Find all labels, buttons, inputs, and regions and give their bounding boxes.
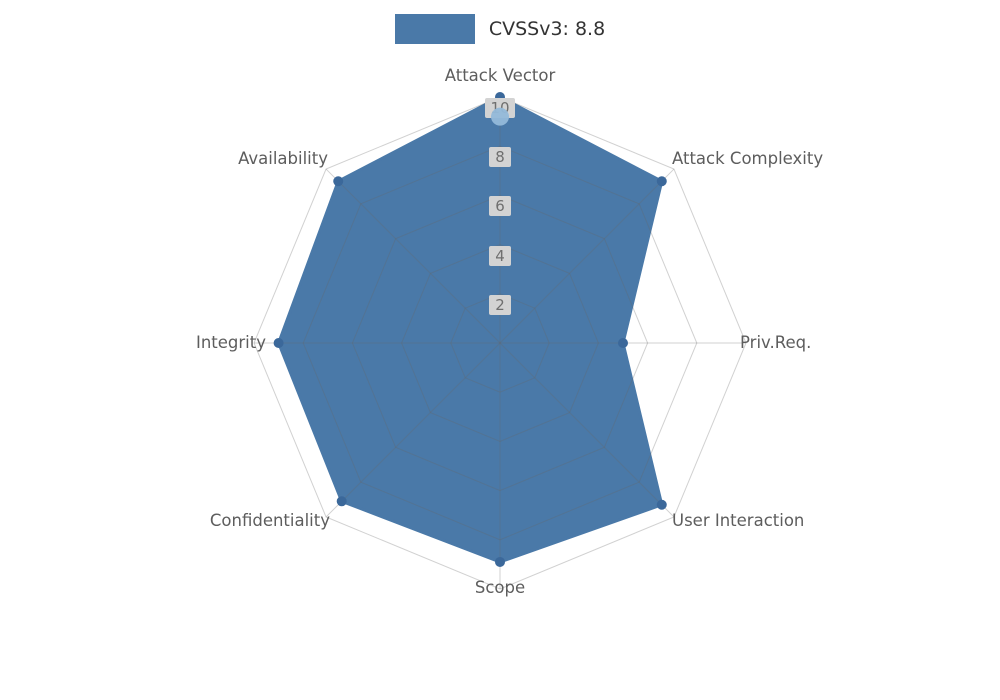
legend-swatch[interactable] — [394, 14, 475, 44]
active-series-dot[interactable] — [491, 107, 509, 126]
grid-spoke — [499, 168, 675, 344]
overlay-layer — [491, 107, 509, 126]
series-dot[interactable] — [333, 176, 344, 187]
legend-label: CVSSv3: 8.8 — [488, 18, 606, 40]
axis-label-availability: Availability — [238, 149, 328, 168]
grid-spoke — [325, 168, 501, 344]
axis-label-confidentiality: Confidentiality — [210, 511, 330, 530]
series-dot[interactable] — [336, 496, 347, 507]
axis-label-scope: Scope — [475, 578, 525, 597]
series-dot[interactable] — [618, 338, 628, 348]
series-dot[interactable] — [656, 499, 667, 510]
grid-spoke — [499, 342, 675, 518]
grid-ring — [302, 145, 698, 541]
grid-ring — [401, 244, 599, 442]
series-dot[interactable] — [495, 556, 505, 567]
grid-spoke — [325, 342, 501, 518]
tick-box — [489, 295, 511, 315]
tick-label: 2 — [495, 296, 505, 314]
axis-labels: Attack Vector Attack Complexity Priv.Req… — [196, 66, 823, 597]
tick-label: 4 — [495, 247, 505, 265]
axis-label-attack-vector: Attack Vector — [445, 66, 556, 85]
axis-label-attack-complexity: Attack Complexity — [672, 149, 823, 168]
grid-ring — [450, 293, 550, 393]
grid-ring — [253, 96, 747, 590]
tick-box — [489, 246, 511, 266]
series-polygon[interactable] — [277, 95, 664, 564]
axis-label-integrity: Integrity — [196, 333, 266, 352]
axis-label-priv-req: Priv.Req. — [740, 333, 811, 352]
series-dot[interactable] — [273, 338, 284, 348]
tick-box — [489, 147, 511, 167]
axis-label-user-interaction: User Interaction — [672, 511, 804, 530]
series-dot[interactable] — [656, 176, 667, 187]
tick-box — [489, 196, 511, 216]
grid-ring — [351, 194, 649, 492]
tick-label: 8 — [495, 148, 505, 166]
tick-label: 6 — [495, 197, 505, 215]
chart-legend[interactable]: CVSSv3: 8.8 — [0, 14, 1000, 44]
